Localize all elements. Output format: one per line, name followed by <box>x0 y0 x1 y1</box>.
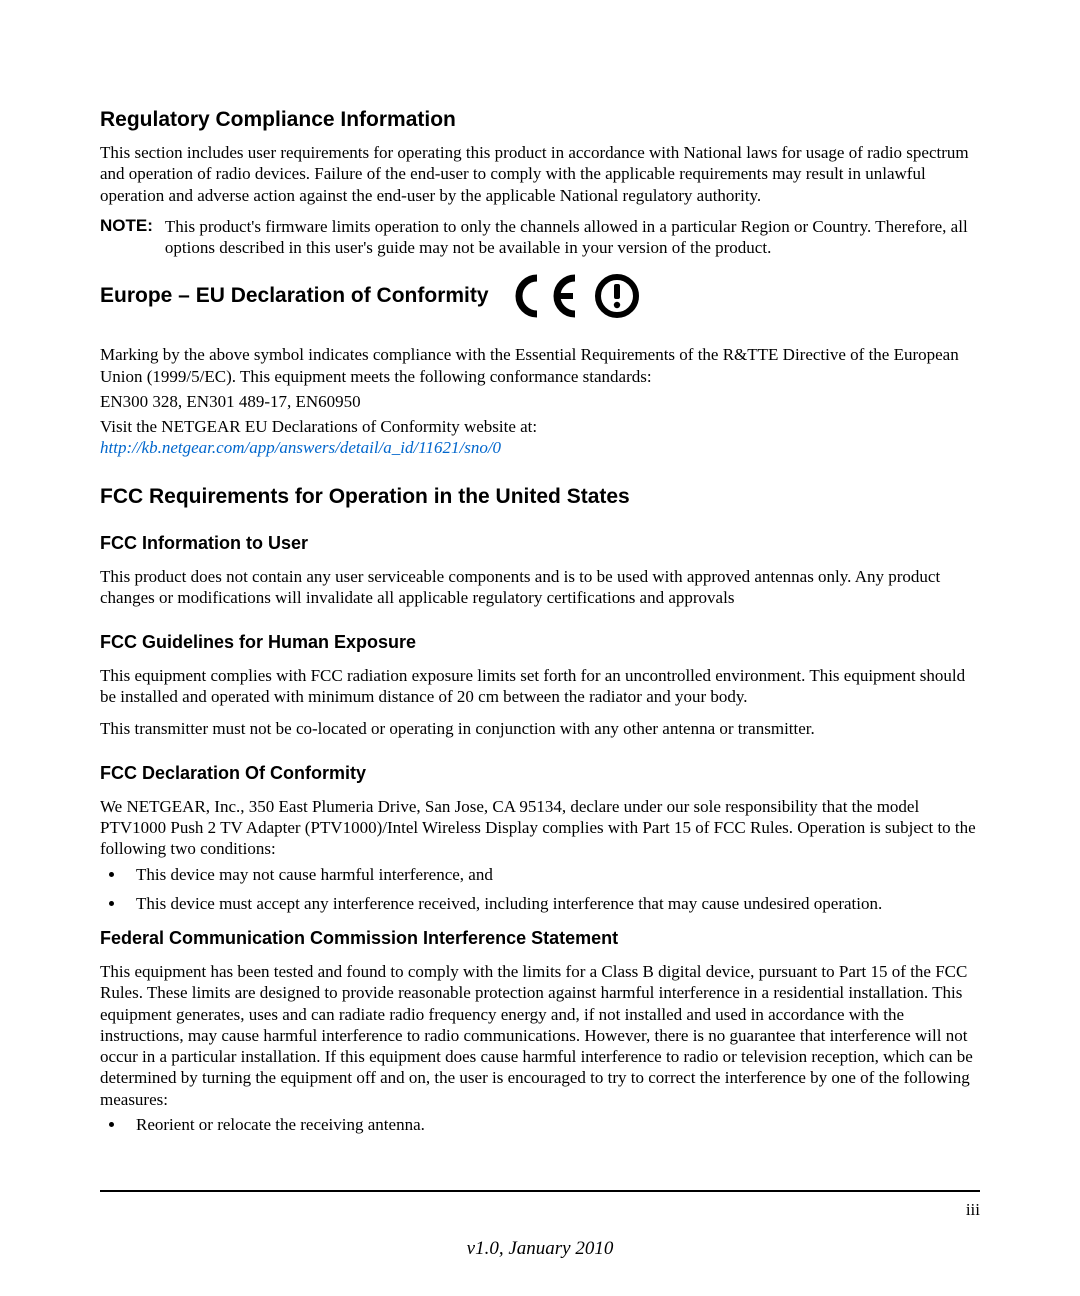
note-label: NOTE: <box>100 216 165 259</box>
paragraph-eu-visit: Visit the NETGEAR EU Declarations of Con… <box>100 416 980 459</box>
eu-heading-row: Europe – EU Declaration of Conformity <box>100 274 980 318</box>
paragraph-eu-standards: EN300 328, EN301 489-17, EN60950 <box>100 391 980 412</box>
paragraph-fcc-exposure-2: This transmitter must not be co-located … <box>100 718 980 739</box>
heading-fcc-info: FCC Information to User <box>100 533 980 554</box>
paragraph-federal-interference: This equipment has been tested and found… <box>100 961 980 1110</box>
paragraph-fcc-doc: We NETGEAR, Inc., 350 East Plumeria Driv… <box>100 796 980 860</box>
heading-fcc-doc: FCC Declaration Of Conformity <box>100 763 980 784</box>
note-text: This product's firmware limits operation… <box>165 216 980 259</box>
heading-regulatory: Regulatory Compliance Information <box>100 108 980 132</box>
paragraph-fcc-exposure-1: This equipment complies with FCC radiati… <box>100 665 980 708</box>
page-footer: iii v1.0, January 2010 <box>100 1190 980 1260</box>
page-number: iii <box>966 1200 980 1220</box>
list-item: This device must accept any interference… <box>126 893 980 914</box>
federal-measures-list: Reorient or relocate the receiving anten… <box>100 1114 980 1135</box>
heading-federal-interference: Federal Communication Commission Interfe… <box>100 928 980 949</box>
note-block: NOTE: This product's firmware limits ope… <box>100 216 980 259</box>
footer-version: v1.0, January 2010 <box>100 1238 980 1260</box>
paragraph-fcc-info: This product does not contain any user s… <box>100 566 980 609</box>
heading-fcc: FCC Requirements for Operation in the Un… <box>100 485 980 509</box>
paragraph-eu-1: Marking by the above symbol indicates co… <box>100 344 980 387</box>
heading-fcc-exposure: FCC Guidelines for Human Exposure <box>100 632 980 653</box>
fcc-doc-conditions-list: This device may not cause harmful interf… <box>100 864 980 915</box>
paragraph-regulatory: This section includes user requirements … <box>100 142 980 206</box>
eu-visit-text: Visit the NETGEAR EU Declarations of Con… <box>100 417 537 436</box>
heading-eu: Europe – EU Declaration of Conformity <box>100 284 489 308</box>
eu-conformity-link[interactable]: http://kb.netgear.com/app/answers/detail… <box>100 438 501 457</box>
document-page: Regulatory Compliance Information This s… <box>0 0 1080 1296</box>
ce-mark-icon <box>505 274 645 318</box>
list-item: Reorient or relocate the receiving anten… <box>126 1114 980 1135</box>
list-item: This device may not cause harmful interf… <box>126 864 980 885</box>
footer-rule <box>100 1190 980 1192</box>
